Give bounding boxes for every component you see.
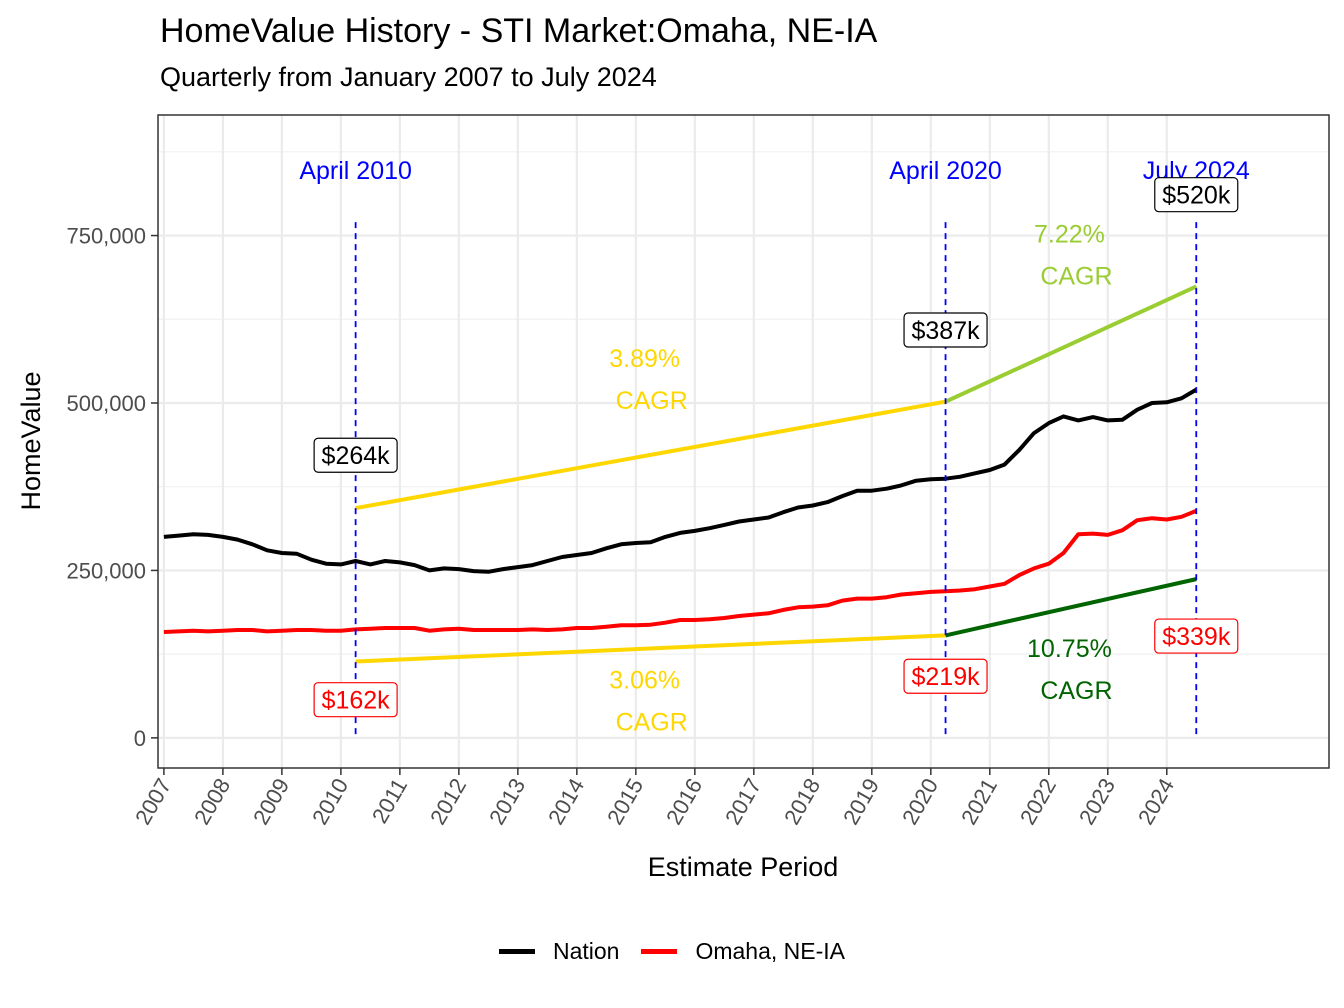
x-tick-label: 2022 [1015, 774, 1061, 829]
trend-lines [355, 284, 1198, 664]
date-marker-label: April 2020 [889, 157, 1002, 185]
series-line-nation [163, 387, 1198, 574]
x-tick-label: 2023 [1074, 774, 1120, 829]
y-axis-title: HomeValue [16, 371, 46, 510]
y-tick-label: 250,000 [66, 558, 146, 583]
cagr-label: 3.06% CAGR [609, 667, 688, 737]
annotations: 3.89% CAGR 7.22% CAGR 3.06% CAGR 10.75% CAGR $26… [313, 177, 1239, 737]
cagr-trend-line [944, 284, 1198, 404]
value-label: $387k [903, 312, 988, 348]
x-tick-label: 2024 [1133, 774, 1179, 829]
x-tick-label: 2008 [189, 774, 235, 829]
cagr-rate-text: 10.75% [1027, 635, 1112, 663]
x-tick-label: 2018 [779, 774, 825, 829]
legend-label: Omaha, NE-IA [695, 938, 846, 964]
cagr-label: 3.89% CAGR [609, 345, 688, 415]
legend-item: Omaha, NE-IA [641, 938, 845, 965]
legend-item: Nation [498, 938, 620, 965]
cagr-rate-text: 3.89% [609, 345, 680, 373]
value-label-box [1154, 177, 1239, 213]
x-tick-label: 2017 [720, 774, 766, 829]
value-label-box [313, 437, 398, 473]
y-tick-label: 0 [134, 726, 146, 751]
value-label-box [903, 658, 988, 694]
legend-swatch [498, 949, 535, 954]
x-tick-label: 2020 [897, 774, 943, 829]
chart-subtitle: Quarterly from January 2007 to July 2024 [160, 62, 657, 92]
legend-swatch [641, 949, 678, 954]
value-label-box [1154, 618, 1239, 654]
value-label-box [313, 682, 398, 718]
value-label: $264k [313, 437, 398, 473]
x-tick-label: 2012 [425, 774, 471, 829]
value-label-text: $219k [911, 663, 980, 691]
x-tick-label: 2009 [248, 774, 294, 829]
cagr-trend-line [355, 399, 946, 511]
value-label-text: $387k [911, 317, 980, 345]
cagr-label: 7.22% CAGR [1034, 221, 1113, 291]
x-tick-label: 2021 [956, 774, 1002, 829]
series-lines [163, 387, 1198, 634]
y-tick-label: 750,000 [66, 224, 146, 249]
chart-title: HomeValue History - STI Market:Omaha, NE… [160, 12, 878, 50]
value-label: $339k [1154, 618, 1239, 654]
value-label-text: $520k [1162, 182, 1231, 210]
value-label-text: $162k [322, 687, 391, 715]
x-tick-label: 2019 [838, 774, 884, 829]
legend-label: Nation [552, 938, 620, 964]
value-label: $162k [313, 682, 398, 718]
date-marker-label: April 2010 [299, 157, 412, 185]
cagr-caption-text: CAGR [1040, 677, 1112, 705]
x-tick-label: 2010 [307, 774, 353, 829]
y-tick-label: 500,000 [66, 391, 146, 416]
value-label: $219k [903, 658, 988, 694]
cagr-caption-text: CAGR [616, 387, 688, 415]
x-tick-label: 2016 [661, 774, 707, 829]
value-label-box [903, 312, 988, 348]
series-line-omaha-ne-ia [163, 508, 1198, 634]
x-tick-label: 2013 [484, 774, 530, 829]
legend: Nation Omaha, NE-IA [0, 938, 1344, 965]
panel-border [157, 114, 1330, 769]
value-label-text: $339k [1162, 623, 1231, 651]
cagr-caption-text: CAGR [616, 709, 688, 737]
x-tick-label: 2014 [543, 774, 589, 829]
cagr-trend-line [355, 633, 946, 664]
x-axis-title: Estimate Period [648, 852, 839, 882]
x-tick-label: 2007 [130, 774, 176, 829]
cagr-caption-text: CAGR [1040, 263, 1112, 291]
cagr-trend-line [945, 577, 1197, 638]
cagr-rate-text: 3.06% [609, 667, 680, 695]
value-label-text: $264k [322, 442, 391, 470]
x-tick-label: 2015 [602, 774, 648, 829]
cagr-label: 10.75% CAGR [1027, 635, 1113, 705]
x-tick-label: 2011 [367, 774, 412, 827]
cagr-rate-text: 7.22% [1034, 221, 1105, 249]
value-label: $520k [1154, 177, 1239, 213]
